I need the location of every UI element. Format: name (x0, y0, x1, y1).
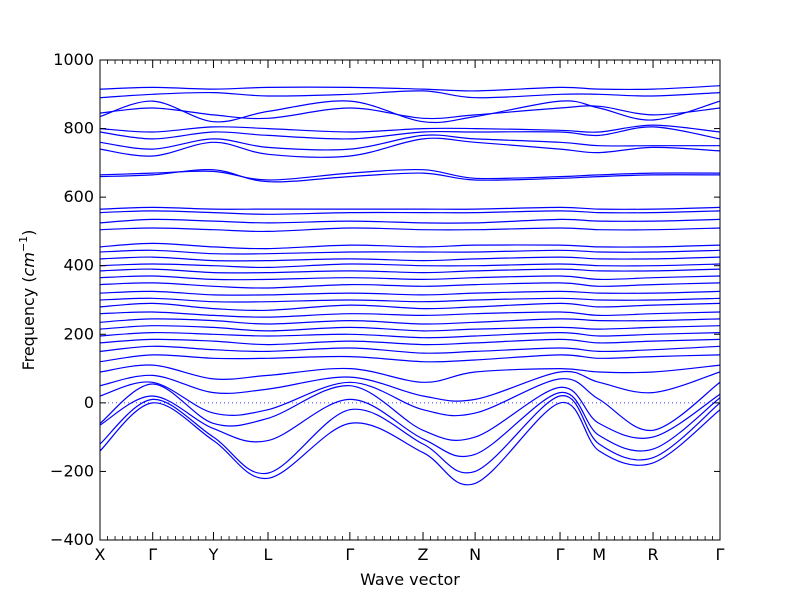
y-axis-label: Frequency (cm−1) (17, 230, 38, 371)
bands-layer (100, 85, 720, 486)
x-tick-label-Γ: Γ (148, 545, 157, 564)
y-tick-label: −200 (50, 461, 94, 480)
x-tick-label-Y: Y (208, 545, 219, 564)
band-line-4 (100, 383, 720, 441)
x-tick-label-X: X (95, 545, 106, 564)
band-line-29 (100, 168, 720, 183)
band-line-30 (100, 168, 720, 181)
y-tick-label: 1000 (53, 50, 94, 69)
band-line-10 (100, 338, 720, 346)
band-line-38 (100, 85, 720, 92)
y-tick-label: 200 (63, 324, 94, 343)
band-line-3 (100, 391, 720, 458)
band-line-12 (100, 325, 720, 332)
band-line-5 (100, 378, 720, 431)
band-line-34 (100, 124, 720, 133)
band-line-14 (100, 311, 720, 318)
band-line-35 (100, 100, 720, 124)
plot-frame (99, 59, 721, 541)
band-line-6 (100, 370, 720, 402)
band-line-20 (100, 268, 720, 274)
x-tick-label-Γ: Γ (345, 545, 354, 564)
band-line-16 (100, 297, 720, 303)
x-tick-label-Z: Z (418, 545, 429, 564)
y-axis-label-close: ) (19, 230, 38, 236)
band-line-2 (100, 395, 720, 475)
y-axis-label-exponent: −1 (17, 236, 30, 252)
band-line-11 (100, 331, 720, 339)
y-axis-label-text: Frequency ( (19, 276, 38, 370)
band-line-18 (100, 282, 720, 289)
band-line-26 (100, 218, 720, 224)
y-tick-label: 600 (63, 187, 94, 206)
y-tick-label: 800 (63, 119, 94, 138)
band-line-8 (100, 354, 720, 363)
y-axis-label-unit: cm (19, 252, 38, 276)
y-ticks: −400 −200 0 200 400 600 800 1000 (50, 50, 720, 549)
band-line-19 (100, 275, 720, 281)
band-line-36 (100, 105, 720, 120)
band-line-32 (100, 134, 720, 151)
band-line-17 (100, 290, 720, 296)
y-tick-label: −400 (50, 530, 94, 549)
band-line-23 (100, 249, 720, 255)
band-line-37 (100, 90, 720, 99)
band-line-33 (100, 126, 720, 140)
band-line-27 (100, 210, 720, 215)
band-line-13 (100, 318, 720, 325)
y-tick-label: 400 (63, 256, 94, 275)
band-line-1 (100, 402, 720, 486)
x-tick-label-L: L (264, 545, 273, 564)
band-line-28 (100, 206, 720, 210)
x-tick-label-Γ: Γ (556, 545, 565, 564)
x-tick-label-Γ: Γ (716, 545, 725, 564)
band-line-9 (100, 345, 720, 354)
band-line-7 (100, 364, 720, 383)
band-line-31 (100, 137, 720, 158)
y-tick-label: 0 (84, 393, 94, 412)
x-tick-label-M: M (592, 545, 606, 564)
x-tick-label-R: R (647, 545, 658, 564)
band-line-22 (100, 256, 720, 262)
band-line-25 (100, 227, 720, 233)
band-line-15 (100, 302, 720, 312)
x-axis-label: Wave vector (360, 570, 460, 589)
band-line-21 (100, 263, 720, 269)
x-tick-label-N: N (469, 545, 481, 564)
band-line-24 (100, 242, 720, 250)
